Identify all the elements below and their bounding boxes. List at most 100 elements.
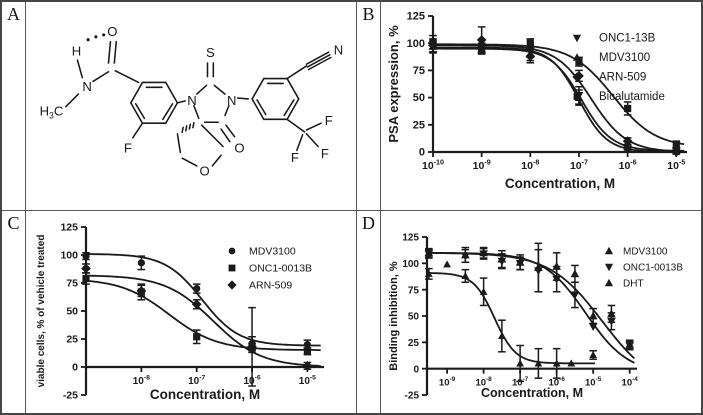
x-tick-label: 10-8 bbox=[521, 159, 539, 173]
y-tick-label: 0 bbox=[419, 147, 425, 159]
data-point-triangle-up bbox=[443, 260, 451, 268]
fit-curve bbox=[86, 253, 321, 347]
atom-label: O bbox=[107, 24, 117, 39]
legend-label: MDV3100 bbox=[599, 52, 650, 64]
data-point-triangle-up bbox=[461, 271, 470, 280]
x-tick-label: 10-7 bbox=[512, 376, 529, 389]
panel-d: D -25 0 25 50 75 100 125 10-9 10-8 10-7 10-6 10-5 10… bbox=[357, 211, 701, 413]
x-ticks: 10-10 10-9 10-8 10-7 10-6 10-5 bbox=[422, 152, 685, 172]
series-ARN-509 bbox=[81, 263, 321, 387]
fit-curve bbox=[85, 274, 321, 367]
x-tick-label: 10-7 bbox=[188, 375, 205, 388]
data-point-triangle-down bbox=[424, 250, 434, 259]
data-point-triangle-down bbox=[572, 34, 582, 43]
x-tick-label: 10-5 bbox=[667, 159, 685, 173]
y-tick-label: 100 bbox=[407, 38, 425, 50]
data-point-triangle-up bbox=[604, 278, 614, 287]
y-axis-title: Binding inhibition, % bbox=[388, 261, 400, 371]
data-point-diamond bbox=[227, 280, 237, 290]
panel-c-body: -25 0 25 50 75 100 125 10-8 10-7 10-6 10-5 Concentr… bbox=[26, 211, 356, 413]
data-point-triangle-down bbox=[534, 267, 543, 276]
fit-curve bbox=[433, 47, 685, 152]
x-ticks: 10-8 10-7 10-6 10-5 bbox=[133, 367, 316, 387]
legend-label: MDV3100 bbox=[249, 246, 296, 258]
data-point-triangle-up bbox=[623, 142, 632, 150]
atom-label: H bbox=[72, 43, 81, 58]
data-point-triangle-down bbox=[625, 342, 635, 350]
y-tick-label: 125 bbox=[402, 233, 419, 244]
y-tick-label: 50 bbox=[413, 92, 425, 104]
panel-a-body: H O N H3C F N S N O O N F F F bbox=[26, 2, 356, 210]
panel-c-chart: -25 0 25 50 75 100 125 10-8 10-7 10-6 10-5 Concentr… bbox=[36, 222, 324, 402]
y-ticks: -25 0 25 50 75 100 125 bbox=[60, 222, 86, 402]
y-axis-title: PSA expression, % bbox=[386, 25, 401, 143]
atom-label: F bbox=[321, 146, 329, 161]
x-axis-title: Concentration, M bbox=[150, 387, 260, 402]
molecule-structure: H O N H3C F N S N O O N F F F bbox=[40, 24, 344, 179]
series-ONC1-0013B bbox=[424, 247, 635, 364]
data-point-triangle-down bbox=[607, 317, 616, 326]
fit-curve bbox=[427, 252, 635, 364]
series-Bicalutamide bbox=[429, 34, 685, 149]
legend: MDV3100 ONC1-0013B DHT bbox=[604, 246, 683, 290]
molecule-bonds bbox=[65, 33, 332, 167]
legend-label: DHT bbox=[623, 279, 644, 290]
data-point-square bbox=[228, 264, 236, 272]
data-point-triangle-down bbox=[479, 250, 488, 259]
atom-label: F bbox=[325, 113, 333, 128]
data-point-triangle-up bbox=[604, 246, 614, 255]
data-point-triangle-up bbox=[479, 287, 488, 295]
panel-c-label-column: C bbox=[2, 211, 26, 413]
x-axis-title: Concentration, M bbox=[505, 176, 615, 191]
data-point-diamond bbox=[302, 361, 313, 371]
data-point-diamond bbox=[525, 51, 536, 62]
data-point-square bbox=[193, 333, 201, 341]
atom-label: O bbox=[199, 164, 209, 179]
data-point-circle bbox=[193, 285, 201, 293]
data-point-triangle-up bbox=[567, 359, 576, 367]
data-point-triangle-up bbox=[570, 269, 580, 278]
y-tick-label: 50 bbox=[66, 306, 78, 318]
legend-label: ONC1-0013B bbox=[249, 263, 312, 275]
data-point-circle bbox=[303, 341, 311, 349]
data-point-circle bbox=[137, 259, 145, 267]
data-point-square bbox=[82, 274, 90, 283]
y-tick-label: 75 bbox=[66, 278, 78, 290]
x-tick-label: 10-9 bbox=[473, 159, 491, 173]
data-point-triangle-down bbox=[588, 323, 598, 332]
series-DHT bbox=[424, 260, 598, 383]
y-axis-title: viable cells, % of vehicle treated bbox=[36, 235, 47, 388]
x-tick-label: 10-5 bbox=[299, 375, 316, 388]
atom-label: N bbox=[334, 42, 343, 57]
data-point-square bbox=[672, 140, 680, 148]
data-point-diamond bbox=[476, 35, 487, 45]
y-tick-label: 75 bbox=[408, 285, 420, 296]
molecule-atom-labels: H O N H3C F N S N O O N F F F bbox=[40, 24, 344, 179]
panel-d-chart: -25 0 25 50 75 100 125 10-9 10-8 10-7 10-6 10-5 10-4… bbox=[388, 233, 683, 402]
data-point-square bbox=[575, 58, 583, 66]
x-tick-label: 10-6 bbox=[243, 375, 260, 388]
legend: MDV3100 ONC1-0013B ARN-509 bbox=[227, 246, 312, 292]
x-tick-label: 10-5 bbox=[585, 376, 602, 389]
data-point-diamond bbox=[671, 147, 682, 157]
x-tick-label: 10-6 bbox=[619, 159, 637, 173]
x-axis-title: Concentration, M bbox=[481, 386, 583, 400]
data-point-triangle-down bbox=[604, 263, 614, 272]
data-point-square bbox=[573, 93, 581, 100]
x-ticks: 10-9 10-8 10-7 10-6 10-5 10-4 bbox=[439, 368, 638, 389]
atom-label: O bbox=[234, 140, 244, 155]
legend-label: MDV3100 bbox=[623, 247, 668, 258]
legend: ONC1-13B MDV3100 ARN-509 Bicalutamide bbox=[572, 33, 665, 103]
panel-a: A bbox=[2, 2, 357, 211]
y-ticks: 0 25 50 75 100 125 bbox=[407, 11, 433, 159]
fit-curve bbox=[427, 272, 595, 365]
data-point-triangle-up bbox=[589, 350, 598, 359]
data-point-triangle-up bbox=[498, 332, 506, 340]
data-point-triangle-up bbox=[572, 53, 582, 61]
panel-b-body: 0 25 50 75 100 125 10-10 10-9 10-8 10-7 10-6 10-5 Co… bbox=[381, 2, 701, 210]
fit-curve bbox=[85, 279, 321, 351]
atom-label: N bbox=[82, 79, 91, 94]
data-point-square bbox=[303, 347, 311, 355]
fit-curve bbox=[433, 43, 685, 146]
